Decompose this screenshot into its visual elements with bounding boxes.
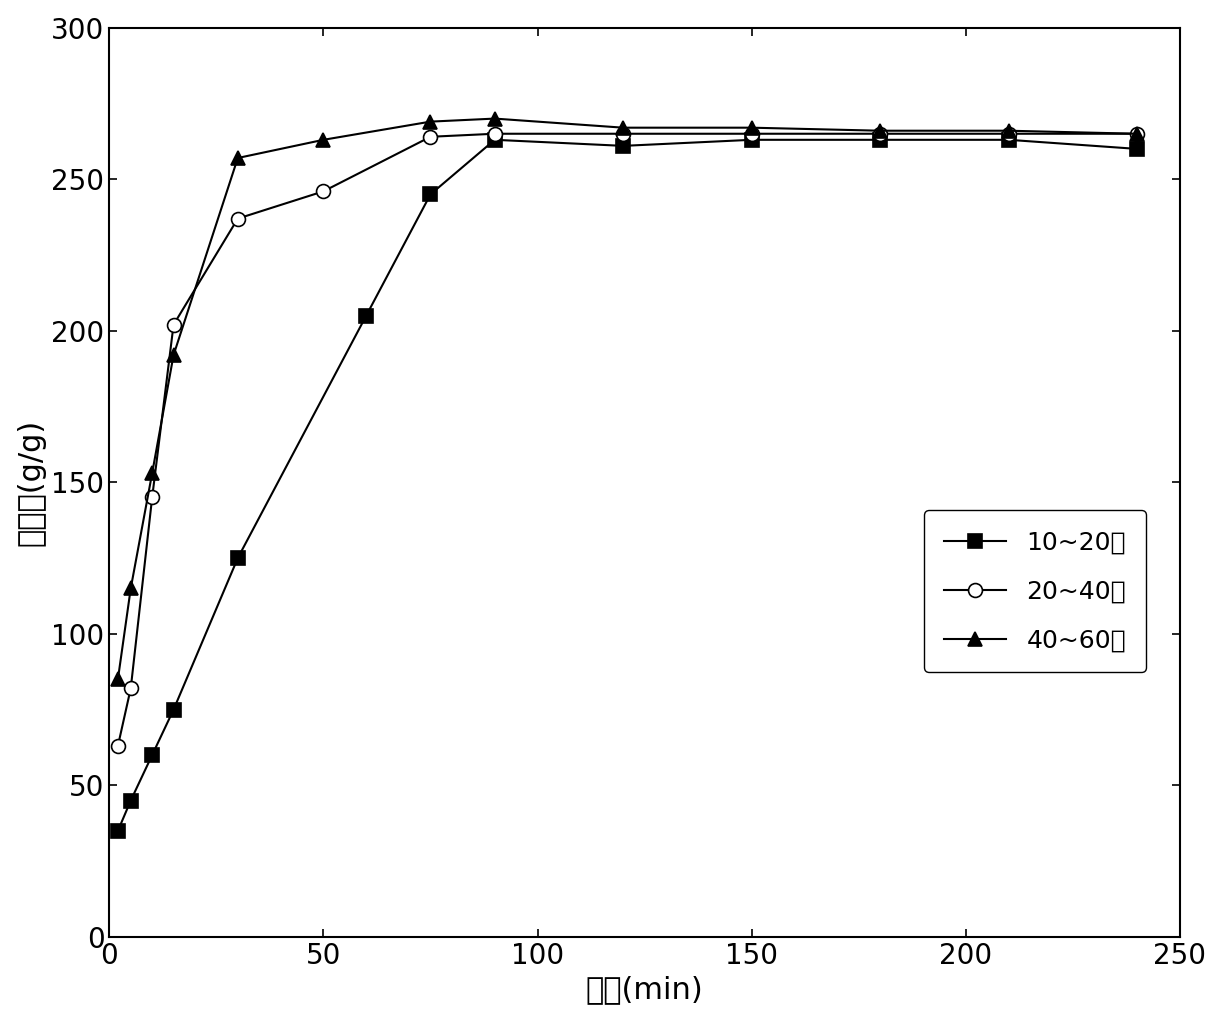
Line: 20~40目: 20~40目	[111, 127, 1144, 752]
10~20目	[1130, 143, 1145, 155]
20~40目	[166, 319, 181, 331]
10~20目	[873, 134, 888, 146]
40~60目	[745, 121, 759, 134]
10~20目	[230, 552, 245, 565]
10~20目	[110, 825, 125, 837]
X-axis label: 时间(min): 时间(min)	[586, 975, 703, 1005]
40~60目	[1002, 125, 1016, 137]
10~20目	[1002, 134, 1016, 146]
10~20目	[745, 134, 759, 146]
40~60目	[1130, 128, 1145, 140]
10~20目	[124, 794, 138, 807]
Legend: 10~20目, 20~40目, 40~60目: 10~20目, 20~40目, 40~60目	[923, 510, 1146, 673]
40~60目	[110, 673, 125, 685]
40~60目	[316, 134, 330, 146]
40~60目	[230, 152, 245, 164]
40~60目	[124, 582, 138, 594]
40~60目	[488, 112, 503, 125]
10~20目	[144, 749, 159, 762]
Line: 40~60目: 40~60目	[111, 111, 1144, 686]
10~20目	[358, 309, 373, 322]
20~40目	[616, 128, 631, 140]
20~40目	[488, 128, 503, 140]
20~40目	[110, 740, 125, 752]
20~40目	[873, 128, 888, 140]
20~40目	[144, 491, 159, 503]
10~20目	[616, 140, 631, 152]
40~60目	[166, 349, 181, 361]
10~20目	[166, 703, 181, 716]
40~60目	[144, 467, 159, 479]
20~40目	[423, 131, 438, 143]
20~40目	[1002, 128, 1016, 140]
10~20目	[423, 188, 438, 200]
10~20目	[488, 134, 503, 146]
20~40目	[1130, 128, 1145, 140]
Y-axis label: 吸水率(g/g): 吸水率(g/g)	[17, 419, 45, 546]
20~40目	[745, 128, 759, 140]
40~60目	[616, 121, 631, 134]
20~40目	[124, 682, 138, 694]
40~60目	[423, 115, 438, 128]
20~40目	[230, 212, 245, 225]
20~40目	[316, 185, 330, 197]
40~60目	[873, 125, 888, 137]
Line: 10~20目: 10~20目	[111, 133, 1144, 838]
